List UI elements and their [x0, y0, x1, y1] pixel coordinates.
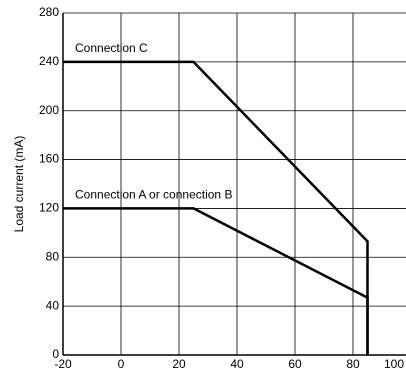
x-tick-label: -20	[54, 357, 72, 371]
x-tick-label: 60	[288, 357, 302, 371]
x-tick-label: 80	[346, 357, 360, 371]
series-label: Connection C	[75, 41, 148, 55]
y-axis-label: Load current (mA)	[12, 136, 26, 233]
y-tick-label: 160	[39, 152, 59, 166]
y-tick-label: 240	[39, 54, 59, 68]
y-tick-label: 80	[46, 249, 60, 263]
series-line	[63, 207, 369, 355]
y-tick-label: 0	[52, 347, 59, 361]
series-label: Connection A or connection B	[75, 188, 232, 202]
y-tick-label: 200	[39, 103, 59, 117]
y-tick-label: 40	[46, 298, 60, 312]
x-tick-label: 40	[230, 357, 244, 371]
y-tick-label: 120	[39, 201, 59, 215]
x-tick-label: 0	[118, 357, 125, 371]
x-tick-label: 100	[384, 357, 404, 371]
x-tick-label: 20	[172, 357, 186, 371]
y-tick-label: 280	[39, 5, 59, 19]
